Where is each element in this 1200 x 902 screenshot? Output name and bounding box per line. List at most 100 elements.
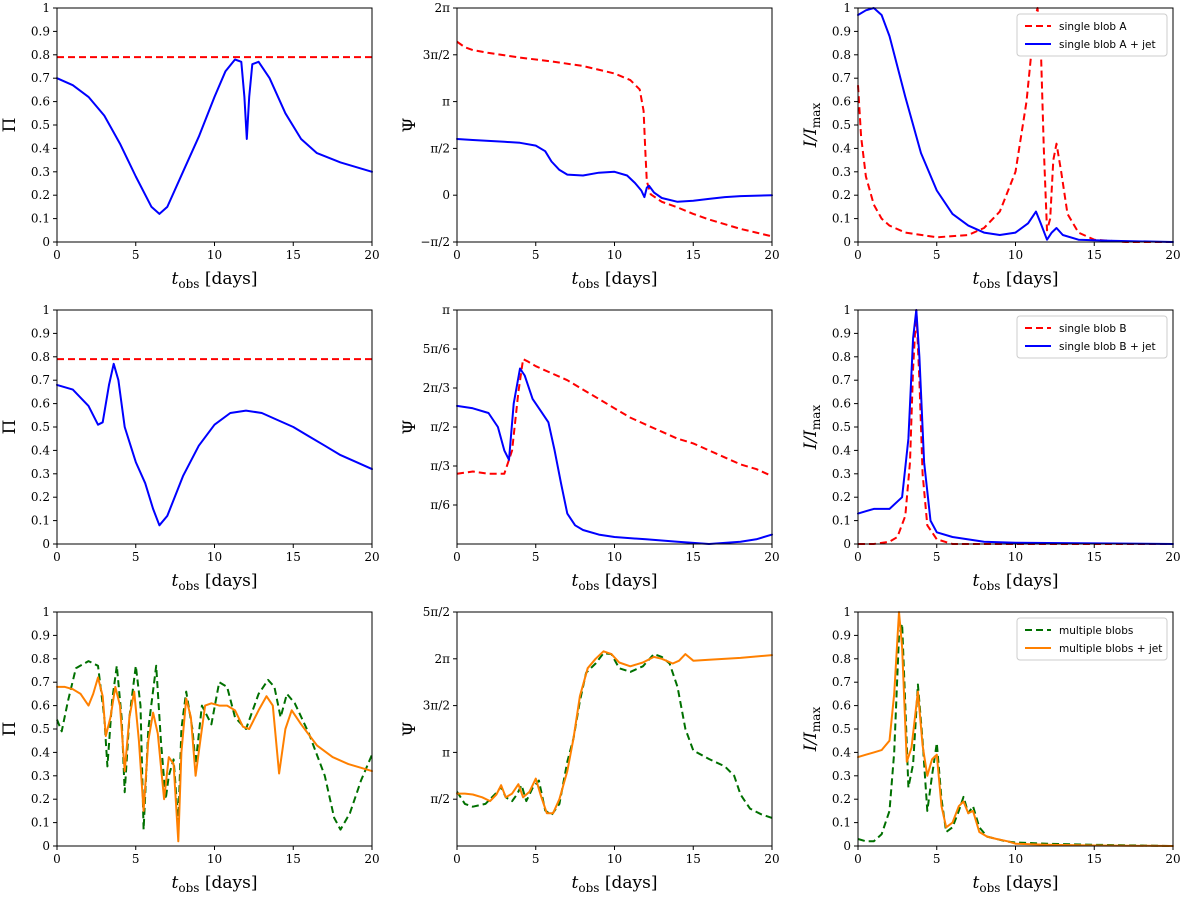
x-tick-label-r1c3-2: 10 xyxy=(1008,248,1023,262)
legend-label-r3c3-1: multiple blobs + jet xyxy=(1059,643,1162,655)
x-tick-label-r2c3-2: 10 xyxy=(1008,550,1023,564)
y-tick-label-r2c3-10: 1 xyxy=(843,303,851,317)
series-line-r2c2-1 xyxy=(456,367,773,545)
series-line-r3c2-1 xyxy=(456,650,773,815)
legend-label-r2c3-0: single blob B xyxy=(1059,323,1127,335)
x-tick-label-r3c3-1: 5 xyxy=(933,852,941,866)
y-tick-label-r3c1-1: 0.1 xyxy=(31,816,50,830)
axes-frame-r2c1 xyxy=(56,309,373,545)
y-axis-label-r2c1: Π xyxy=(0,420,20,435)
x-axis-label-r1c2: tobs [days] xyxy=(572,269,658,291)
y-tick-label-r1c1-4: 0.4 xyxy=(31,141,50,155)
y-tick-label-r3c3-1: 0.1 xyxy=(832,816,851,830)
y-tick-label-r2c2-2: π/2 xyxy=(430,420,450,434)
legend-label-r1c3-0: single blob A xyxy=(1059,21,1127,33)
y-tick-label-r3c3-3: 0.3 xyxy=(832,769,851,783)
y-tick-label-r1c1-3: 0.3 xyxy=(31,165,50,179)
series-line-r2c2-0 xyxy=(456,358,773,478)
y-tick-label-r1c3-0: 0 xyxy=(843,235,851,249)
y-tick-label-r2c2-5: π xyxy=(442,303,450,317)
y-tick-label-r1c2-5: 2π xyxy=(434,1,450,15)
series-line-r2c3-1 xyxy=(857,309,1174,545)
x-tick-label-r1c2-3: 15 xyxy=(686,248,701,262)
y-tick-label-r2c3-4: 0.4 xyxy=(832,443,851,457)
y-tick-label-r1c1-5: 0.5 xyxy=(31,118,50,132)
y-tick-label-r2c3-3: 0.3 xyxy=(832,467,851,481)
y-tick-label-r3c1-5: 0.5 xyxy=(31,722,50,736)
x-axis-label-r3c1: tobs [days] xyxy=(172,873,258,895)
x-tick-label-r3c2-4: 20 xyxy=(764,852,779,866)
subplot-r2c3: 0 5 10 15 20 0 0.1 0.2 0.3 0.4 0.5 0.6 0.7 0.8 0.9 1 tob… xyxy=(801,303,1181,593)
y-tick-label-r1c3-1: 0.1 xyxy=(832,212,851,226)
x-tick-label-r1c3-0: 0 xyxy=(854,248,862,262)
y-axis-label-r1c2: Ψ xyxy=(400,117,420,132)
x-tick-label-r2c1-3: 15 xyxy=(286,550,301,564)
y-tick-label-r3c3-8: 0.8 xyxy=(832,652,851,666)
x-tick-label-r1c1-3: 15 xyxy=(286,248,301,262)
y-tick-label-r1c3-3: 0.3 xyxy=(832,165,851,179)
y-tick-label-r3c3-0: 0 xyxy=(843,839,851,853)
axes-frame-r1c2 xyxy=(456,7,773,243)
y-tick-label-r1c2-2: π/2 xyxy=(430,141,450,155)
axes-frame-r2c2 xyxy=(456,309,773,545)
y-tick-label-r3c1-2: 0.2 xyxy=(31,792,50,806)
y-tick-label-r1c3-8: 0.8 xyxy=(832,48,851,62)
y-tick-label-r1c3-7: 0.7 xyxy=(832,71,851,85)
x-tick-label-r2c3-4: 20 xyxy=(1165,550,1180,564)
x-tick-label-r2c1-4: 20 xyxy=(364,550,379,564)
y-tick-label-r3c1-7: 0.7 xyxy=(31,675,50,689)
x-tick-label-r2c1-2: 10 xyxy=(207,550,222,564)
y-tick-label-r3c1-8: 0.8 xyxy=(31,652,50,666)
x-tick-label-r1c1-0: 0 xyxy=(53,248,61,262)
y-tick-label-r2c1-6: 0.6 xyxy=(31,397,50,411)
x-tick-label-r3c1-3: 15 xyxy=(286,852,301,866)
y-tick-label-r2c1-8: 0.8 xyxy=(31,350,50,364)
x-axis-label-r3c2: tobs [days] xyxy=(572,873,658,895)
y-tick-label-r1c1-10: 1 xyxy=(42,1,50,15)
y-tick-label-r2c3-1: 0.1 xyxy=(832,514,851,528)
y-axis-label-r1c3: I/Imax xyxy=(801,103,823,149)
y-tick-label-r3c1-10: 1 xyxy=(42,605,50,619)
y-tick-label-r2c1-2: 0.2 xyxy=(31,490,50,504)
x-tick-label-r1c1-4: 20 xyxy=(364,248,379,262)
y-tick-label-r1c3-10: 1 xyxy=(843,1,851,15)
series-line-r3c3-1 xyxy=(857,611,1174,847)
legend-box-r3c3 xyxy=(1016,617,1168,661)
y-tick-label-r2c1-0: 0 xyxy=(42,537,50,551)
subplot-r1c3: 0 5 10 15 20 0 0.1 0.2 0.3 0.4 0.5 0.6 0.7 0.8 0.9 1 tob… xyxy=(801,1,1181,291)
y-tick-label-r1c2-0: −π/2 xyxy=(420,235,450,249)
y-tick-label-r3c2-4: 5π/2 xyxy=(423,605,450,619)
y-tick-label-r1c1-6: 0.6 xyxy=(31,95,50,109)
x-tick-label-r1c2-1: 5 xyxy=(532,248,540,262)
legend-box-r1c3 xyxy=(1016,13,1168,57)
series-line-r2c1-1 xyxy=(56,362,373,527)
x-axis-label-r1c1: tobs [days] xyxy=(172,269,258,291)
x-tick-label-r3c3-3: 15 xyxy=(1087,852,1102,866)
y-tick-label-r2c2-1: π/3 xyxy=(430,459,450,473)
subplot-r2c1: 0 5 10 15 20 0 0.1 0.2 0.3 0.4 0.5 0.6 0.7 0.8 0.9 1 tob… xyxy=(0,303,380,593)
subplot-r3c2: 0 5 10 15 20 π/2 π 3π/2 2π 5π/2 tobs [days] Ψ xyxy=(400,605,780,895)
y-tick-label-r3c2-2: 3π/2 xyxy=(423,699,450,713)
y-axis-label-r2c3: I/Imax xyxy=(801,405,823,451)
y-tick-label-r1c3-9: 0.9 xyxy=(832,24,851,38)
x-tick-label-r1c2-2: 10 xyxy=(607,248,622,262)
y-tick-label-r2c1-3: 0.3 xyxy=(31,467,50,481)
subplot-r2c2: 0 5 10 15 20 π/6 π/3 π/2 2π/3 5π/6 π tobs [days] Ψ xyxy=(400,303,780,593)
legend-label-r2c3-1: single blob B + jet xyxy=(1059,341,1156,353)
series-line-r1c3-1 xyxy=(857,7,1174,243)
y-tick-label-r2c3-0: 0 xyxy=(843,537,851,551)
x-tick-label-r2c3-1: 5 xyxy=(933,550,941,564)
y-tick-label-r1c1-0: 0 xyxy=(42,235,50,249)
x-tick-label-r2c2-4: 20 xyxy=(764,550,779,564)
subplot-r3c1: 0 5 10 15 20 0 0.1 0.2 0.3 0.4 0.5 0.6 0.7 0.8 0.9 1 tob… xyxy=(0,605,380,895)
series-line-r2c3-0 xyxy=(858,309,1173,545)
y-tick-label-r3c1-3: 0.3 xyxy=(31,769,50,783)
x-tick-label-r3c1-1: 5 xyxy=(132,852,140,866)
x-tick-label-r1c3-3: 15 xyxy=(1087,248,1102,262)
x-tick-label-r2c3-0: 0 xyxy=(854,550,862,564)
y-tick-label-r1c3-6: 0.6 xyxy=(832,95,851,109)
y-tick-label-r3c1-4: 0.4 xyxy=(31,745,50,759)
y-tick-label-r1c2-4: 3π/2 xyxy=(423,48,450,62)
